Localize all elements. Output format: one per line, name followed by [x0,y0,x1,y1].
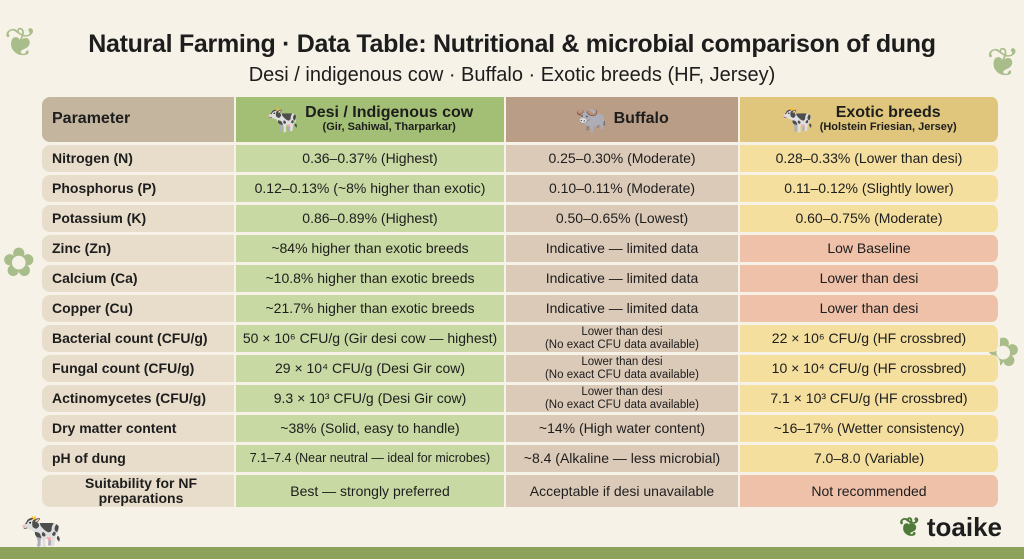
page-title: Natural Farming · Data Table: Nutritiona… [88,30,936,58]
exotic-value: ~16–17% (Wetter consistency) [740,415,1000,442]
cow-and-calf-icon: 🐄 [20,512,63,550]
desi-value: 0.86–0.89% (Highest) [236,205,506,232]
holstein-cow-icon: 🐄 [781,103,814,134]
header-parameter: Parameter [42,97,236,142]
desi-value: ~10.8% higher than exotic breeds [236,265,506,292]
buffalo-cell: ~14% (High water content) [506,415,740,442]
exotic-value: 0.60–0.75% (Moderate) [740,205,1000,232]
header-desi-label: Desi / Indigenous cow [305,104,474,122]
exotic-value: Lower than desi [740,295,1000,322]
row-parameter: Phosphorus (P) [42,175,236,202]
buffalo-cell: Indicative — limited data [506,235,740,262]
exotic-value: 7.0–8.0 (Variable) [740,445,1000,472]
row-parameter: Suitability for NF preparations [42,475,236,507]
row-parameter: Nitrogen (N) [42,145,236,172]
buffalo-cell: Acceptable if desi unavailable [506,475,740,507]
buffalo-value: Lower than desi [581,326,663,339]
buffalo-value: Lower than desi [581,386,663,399]
header-exotic: 🐄 Exotic breeds (Holstein Friesian, Jersey… [740,97,1000,142]
buffalo-cell: ~8.4 (Alkaline — less microbial) [506,445,740,472]
desi-value: 29 × 10⁴ CFU/g (Desi Gir cow) [236,355,506,382]
leaf-decoration-icon: ❦ [4,21,38,65]
leaf-logo-icon: ❦ [899,512,921,542]
exotic-value: 10 × 10⁴ CFU/g (HF crossbred) [740,355,1000,382]
buffalo-note: (No exact CFU data available) [544,368,700,381]
buffalo-icon: 🐃 [575,103,608,134]
exotic-value: Low Baseline [740,235,1000,262]
exotic-value: 22 × 10⁶ CFU/g (HF crossbred) [740,325,1000,352]
buffalo-cell: 0.25–0.30% (Moderate) [506,145,740,172]
row-parameter: Fungal count (CFU/g) [42,355,236,382]
row-parameter: Bacterial count (CFU/g) [42,325,236,352]
buffalo-cell: Lower than desi (No exact CFU data availa… [506,355,740,382]
desi-value: 50 × 10⁶ CFU/g (Gir desi cow — highest) [236,325,506,352]
exotic-value: Not recommended [740,475,1000,507]
page-subtitle: Desi / indigenous cow · Buffalo · Exotic… [248,64,776,86]
buffalo-cell: 0.10–0.11% (Moderate) [506,175,740,202]
exotic-value: 0.11–0.12% (Slightly lower) [740,175,1000,202]
header-buffalo-label: Buffalo [613,110,669,128]
row-parameter: Copper (Cu) [42,295,236,322]
footer-bar [0,547,1024,559]
row-parameter: Potassium (K) [42,205,236,232]
desi-value: 9.3 × 10³ CFU/g (Desi Gir cow) [236,385,506,412]
row-parameter: pH of dung [42,445,236,472]
header-exotic-label: Exotic breeds [835,104,941,122]
buffalo-cell: 0.50–0.65% (Lowest) [506,205,740,232]
desi-value: 0.36–0.37% (Highest) [236,145,506,172]
buffalo-cell: Indicative — limited data [506,265,740,292]
buffalo-note: (No exact CFU data available) [544,338,700,351]
toaike-logo: ❦ toaike [899,512,1002,543]
logo-text: toaike [926,512,1002,542]
row-parameter: Calcium (Ca) [42,265,236,292]
row-parameter: Zinc (Zn) [42,235,236,262]
desi-value: ~38% (Solid, easy to handle) [236,415,506,442]
cow-icon: 🐄 [266,103,300,134]
row-parameter: Dry matter content [42,415,236,442]
header-exotic-sub: (Holstein Friesian, Jersey) [819,121,957,134]
desi-value: 7.1–7.4 (Near neutral — ideal for microb… [236,445,506,472]
comparison-table: Parameter 🐄 Desi / Indigenous cow (Gir, Sa… [42,97,1000,507]
exotic-value: Lower than desi [740,265,1000,292]
header-desi-sub: (Gir, Sahiwal, Tharparkar) [322,121,456,134]
leaf-decoration-icon: ❦ [986,41,1020,85]
header-buffalo: 🐃 Buffalo [506,97,740,142]
buffalo-cell: Lower than desi (No exact CFU data availa… [506,385,740,412]
desi-value: ~84% higher than exotic breeds [236,235,506,262]
header-desi: 🐄 Desi / Indigenous cow (Gir, Sahiwal, Tha… [236,97,506,142]
desi-value: ~21.7% higher than exotic breeds [236,295,506,322]
exotic-value: 7.1 × 10³ CFU/g (HF crossbred) [740,385,1000,412]
flower-decoration-icon: ✿ [2,241,36,285]
exotic-value: 0.28–0.33% (Lower than desi) [740,145,1000,172]
desi-value: Best — strongly preferred [236,475,506,507]
row-parameter: Actinomycetes (CFU/g) [42,385,236,412]
buffalo-cell: Lower than desi (No exact CFU data availa… [506,325,740,352]
buffalo-note: (No exact CFU data available) [544,398,700,411]
buffalo-cell: Indicative — limited data [506,295,740,322]
buffalo-value: Lower than desi [581,356,663,369]
desi-value: 0.12–0.13% (~8% higher than exotic) [236,175,506,202]
